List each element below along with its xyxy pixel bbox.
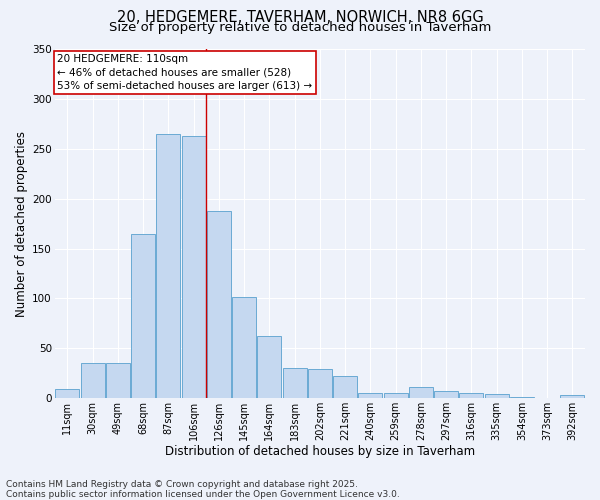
Bar	[131, 234, 155, 398]
Text: 20 HEDGEMERE: 110sqm
← 46% of detached houses are smaller (528)
53% of semi-deta: 20 HEDGEMERE: 110sqm ← 46% of detached h…	[58, 54, 313, 90]
Bar	[207, 210, 231, 398]
Bar	[358, 393, 382, 398]
Text: Contains HM Land Registry data © Crown copyright and database right 2025.
Contai: Contains HM Land Registry data © Crown c…	[6, 480, 400, 499]
Bar	[283, 368, 307, 398]
Bar	[106, 364, 130, 398]
Text: 20, HEDGEMERE, TAVERHAM, NORWICH, NR8 6GG: 20, HEDGEMERE, TAVERHAM, NORWICH, NR8 6G…	[116, 10, 484, 25]
X-axis label: Distribution of detached houses by size in Taverham: Distribution of detached houses by size …	[165, 444, 475, 458]
Bar	[460, 393, 484, 398]
Bar	[257, 336, 281, 398]
Bar	[80, 364, 104, 398]
Bar	[55, 389, 79, 398]
Bar	[485, 394, 509, 398]
Bar	[434, 391, 458, 398]
Bar	[409, 387, 433, 398]
Bar	[333, 376, 357, 398]
Y-axis label: Number of detached properties: Number of detached properties	[15, 130, 28, 316]
Bar	[232, 298, 256, 398]
Bar	[560, 395, 584, 398]
Bar	[308, 369, 332, 398]
Bar	[157, 134, 181, 398]
Bar	[510, 397, 534, 398]
Text: Size of property relative to detached houses in Taverham: Size of property relative to detached ho…	[109, 22, 491, 35]
Bar	[182, 136, 206, 398]
Bar	[383, 393, 407, 398]
